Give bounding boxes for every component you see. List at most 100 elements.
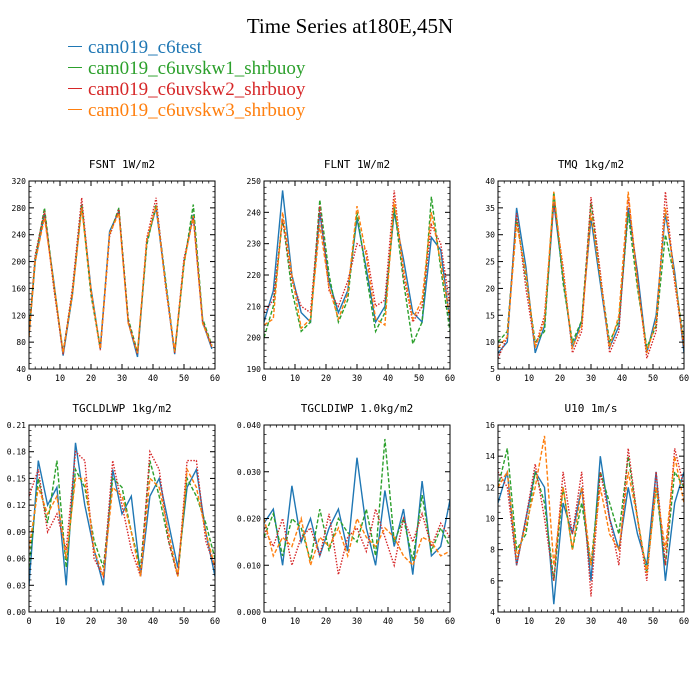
x-tick-label: 0	[495, 374, 500, 384]
y-tick-label: 160	[12, 284, 27, 293]
series-line	[498, 191, 684, 354]
y-tick-label: 30	[485, 231, 495, 240]
y-tick-label: 40	[485, 177, 495, 186]
chart-panel: FLNT 1W/m2 0 10 20 30 40 50 60 190 200 210 220 230 24…	[247, 158, 456, 384]
y-tick-label: 240	[247, 208, 262, 217]
x-tick-label: 40	[383, 617, 393, 627]
y-tick-label: 220	[247, 271, 262, 280]
x-tick-label: 60	[679, 374, 689, 384]
x-tick-label: 30	[117, 374, 127, 384]
series-line	[498, 448, 684, 597]
legend: cam019_c6test cam019_c6uvskw1_shrbuoy cam0…	[68, 37, 305, 121]
panel-title: TGCLDLWP 1kg/m2	[72, 402, 171, 415]
x-tick-label: 40	[148, 374, 158, 384]
x-tick-label: 40	[383, 374, 393, 384]
x-tick-label: 20	[321, 374, 331, 384]
x-tick-label: 50	[414, 617, 424, 627]
y-tick-label: 80	[16, 338, 26, 347]
y-tick-label: 10	[485, 338, 495, 347]
figure-title: Time Series at180E,45N	[246, 14, 454, 38]
x-tick-label: 30	[586, 374, 596, 384]
chart-panel: TGCLDIWP 1.0kg/m2 0 10 20 30 40 50 60 0.000 0.010…	[237, 402, 455, 627]
y-tick-label: 190	[247, 365, 262, 374]
panel-title: TGCLDIWP 1.0kg/m2	[301, 402, 414, 415]
y-tick-label: 280	[12, 204, 27, 213]
x-tick-label: 20	[321, 617, 331, 627]
series-line	[29, 206, 213, 354]
legend-line-icon	[68, 67, 82, 69]
x-tick-label: 50	[414, 374, 424, 384]
x-tick-label: 60	[445, 617, 455, 627]
legend-label: cam019_c6uvskw3_shrbuoy	[88, 100, 306, 121]
x-tick-label: 10	[290, 374, 300, 384]
x-tick-label: 10	[524, 374, 534, 384]
y-tick-label: 0.03	[7, 581, 26, 590]
series-line	[29, 197, 213, 355]
y-tick-label: 200	[247, 334, 262, 343]
y-tick-label: 35	[485, 204, 495, 213]
plot-frame	[28, 180, 216, 370]
plot-frame	[263, 424, 451, 613]
x-tick-label: 60	[679, 617, 689, 627]
y-tick-label: 20	[485, 284, 495, 293]
x-tick-label: 30	[352, 617, 362, 627]
x-tick-label: 60	[210, 617, 220, 627]
series-line	[264, 190, 450, 324]
chart-panel: TGCLDLWP 1kg/m2 0 10 20 30 40 50 60 0.00 0.03 0.06…	[7, 402, 220, 627]
legend-item: cam019_c6uvskw2_shrbuoy	[68, 79, 305, 100]
y-tick-label: 8	[490, 546, 495, 555]
y-tick-label: 0.12	[7, 501, 26, 510]
x-tick-label: 40	[617, 617, 627, 627]
legend-label: cam019_c6test	[88, 37, 202, 58]
x-tick-label: 10	[524, 617, 534, 627]
y-tick-label: 0.010	[237, 561, 261, 570]
panel-title: FLNT 1W/m2	[324, 158, 390, 171]
x-tick-label: 50	[179, 617, 189, 627]
y-tick-label: 200	[12, 258, 27, 267]
legend-line-icon	[68, 46, 82, 48]
y-tick-label: 10	[485, 515, 495, 524]
series-line	[264, 438, 450, 561]
x-tick-label: 50	[648, 617, 658, 627]
legend-line-icon	[68, 88, 82, 90]
x-tick-label: 20	[86, 374, 96, 384]
legend-label: cam019_c6uvskw2_shrbuoy	[88, 79, 306, 100]
chart-panel: U10 1m/s 0 10 20 30 40 50 60 4 6 8 10 12 14 16	[485, 402, 689, 627]
x-tick-label: 60	[445, 374, 455, 384]
y-tick-label: 6	[490, 577, 495, 586]
legend-line-icon	[68, 109, 82, 111]
legend-item: cam019_c6uvskw1_shrbuoy	[68, 58, 305, 79]
y-tick-label: 0.21	[7, 421, 26, 430]
x-tick-label: 30	[352, 374, 362, 384]
series-line	[29, 467, 215, 577]
y-tick-label: 210	[247, 302, 262, 311]
x-tick-label: 10	[55, 374, 65, 384]
x-tick-label: 0	[261, 617, 266, 627]
x-tick-label: 0	[26, 617, 31, 627]
series-line	[29, 460, 215, 577]
y-tick-label: 0.000	[237, 608, 261, 617]
x-tick-label: 20	[555, 617, 565, 627]
y-tick-label: 0.06	[7, 555, 26, 564]
y-tick-label: 230	[247, 240, 262, 249]
y-tick-label: 4	[490, 608, 495, 617]
legend-item: cam019_c6test	[68, 37, 305, 58]
y-tick-label: 0.15	[7, 474, 26, 483]
y-tick-label: 120	[12, 311, 27, 320]
y-tick-label: 0.18	[7, 448, 26, 457]
plot-frame	[28, 424, 216, 613]
y-tick-label: 25	[485, 258, 495, 267]
y-tick-label: 0.09	[7, 528, 26, 537]
x-tick-label: 30	[117, 617, 127, 627]
x-tick-label: 0	[261, 374, 266, 384]
y-tick-label: 16	[485, 421, 495, 430]
x-tick-label: 0	[495, 617, 500, 627]
y-tick-label: 40	[16, 365, 26, 374]
y-tick-label: 14	[485, 452, 495, 461]
x-tick-label: 60	[210, 374, 220, 384]
series-line	[264, 506, 450, 575]
y-tick-label: 320	[12, 177, 27, 186]
y-tick-label: 12	[485, 483, 495, 492]
x-tick-label: 10	[55, 617, 65, 627]
